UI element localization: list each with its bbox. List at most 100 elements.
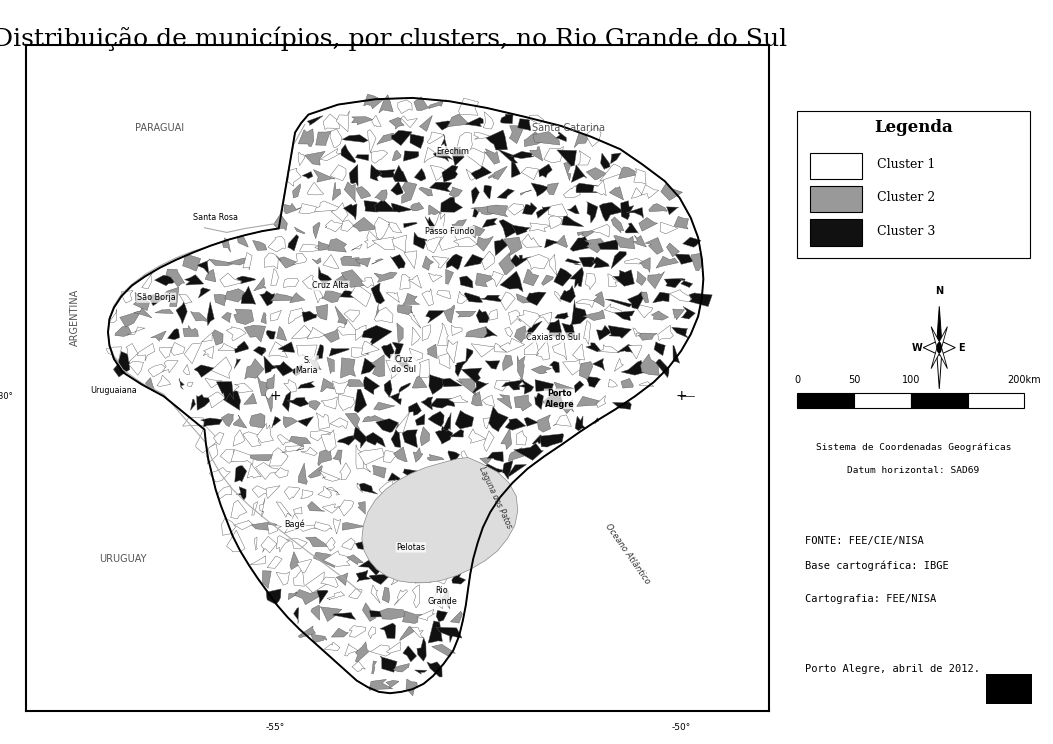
Polygon shape <box>270 448 289 466</box>
Polygon shape <box>682 237 701 247</box>
Polygon shape <box>403 469 418 478</box>
Polygon shape <box>452 573 465 584</box>
Polygon shape <box>617 344 635 353</box>
Polygon shape <box>430 398 455 408</box>
Polygon shape <box>363 376 380 394</box>
Polygon shape <box>579 362 593 379</box>
Polygon shape <box>255 537 257 550</box>
Polygon shape <box>497 189 515 199</box>
Polygon shape <box>430 589 442 609</box>
Polygon shape <box>396 412 410 432</box>
Polygon shape <box>438 481 461 496</box>
Polygon shape <box>385 360 402 379</box>
Polygon shape <box>501 380 524 390</box>
Polygon shape <box>333 519 341 534</box>
Polygon shape <box>465 486 480 500</box>
Polygon shape <box>108 309 117 323</box>
Polygon shape <box>577 150 591 165</box>
Polygon shape <box>456 379 476 395</box>
Polygon shape <box>508 464 526 476</box>
Polygon shape <box>295 227 305 234</box>
Polygon shape <box>639 382 654 386</box>
Polygon shape <box>362 325 392 345</box>
Polygon shape <box>489 166 508 179</box>
Polygon shape <box>137 344 155 361</box>
Polygon shape <box>660 222 678 234</box>
Polygon shape <box>441 589 450 609</box>
Polygon shape <box>319 470 340 481</box>
Polygon shape <box>624 258 643 264</box>
Polygon shape <box>410 134 424 149</box>
Polygon shape <box>442 165 458 182</box>
Polygon shape <box>157 375 171 386</box>
Polygon shape <box>446 535 464 548</box>
Polygon shape <box>549 204 568 217</box>
Polygon shape <box>411 202 423 211</box>
Polygon shape <box>335 306 347 324</box>
Polygon shape <box>115 327 132 336</box>
Text: 100: 100 <box>901 375 920 385</box>
Polygon shape <box>592 225 610 237</box>
Polygon shape <box>484 149 499 164</box>
Polygon shape <box>435 569 450 584</box>
Text: +: + <box>675 389 687 403</box>
Polygon shape <box>243 432 261 446</box>
Polygon shape <box>265 393 273 412</box>
Polygon shape <box>386 501 397 521</box>
Text: Datum horizontal: SAD69: Datum horizontal: SAD69 <box>848 466 979 475</box>
Polygon shape <box>323 114 339 129</box>
Polygon shape <box>641 185 658 199</box>
Polygon shape <box>374 272 397 282</box>
Polygon shape <box>400 626 415 641</box>
Polygon shape <box>222 312 232 322</box>
Polygon shape <box>403 646 417 662</box>
Polygon shape <box>484 327 497 338</box>
Polygon shape <box>333 450 342 464</box>
Polygon shape <box>224 289 246 302</box>
Polygon shape <box>587 202 598 223</box>
Polygon shape <box>330 348 350 356</box>
Polygon shape <box>574 132 588 147</box>
Polygon shape <box>449 395 469 403</box>
Polygon shape <box>358 558 383 575</box>
Polygon shape <box>543 391 563 408</box>
Polygon shape <box>305 537 327 547</box>
Polygon shape <box>432 644 456 657</box>
Polygon shape <box>522 202 537 215</box>
Polygon shape <box>433 150 453 161</box>
Polygon shape <box>147 295 164 306</box>
Polygon shape <box>451 612 462 623</box>
Polygon shape <box>592 257 610 268</box>
Polygon shape <box>593 180 607 196</box>
Polygon shape <box>326 591 344 600</box>
Polygon shape <box>536 206 552 218</box>
Polygon shape <box>480 458 491 464</box>
Polygon shape <box>638 333 657 340</box>
Polygon shape <box>483 417 492 429</box>
Polygon shape <box>460 276 473 288</box>
Polygon shape <box>234 309 254 324</box>
Polygon shape <box>532 434 544 444</box>
Polygon shape <box>556 235 568 248</box>
Polygon shape <box>397 359 414 369</box>
Polygon shape <box>499 219 516 237</box>
Polygon shape <box>498 150 518 163</box>
Polygon shape <box>410 517 424 533</box>
Polygon shape <box>512 225 530 235</box>
Polygon shape <box>383 450 398 463</box>
Polygon shape <box>649 204 668 211</box>
Polygon shape <box>416 574 436 583</box>
Polygon shape <box>458 519 472 527</box>
Polygon shape <box>454 237 477 247</box>
Bar <box>811 153 861 179</box>
Polygon shape <box>360 461 371 472</box>
Polygon shape <box>184 343 201 364</box>
Polygon shape <box>289 308 304 324</box>
Polygon shape <box>456 311 476 317</box>
Text: Pelotas: Pelotas <box>396 543 425 552</box>
Polygon shape <box>608 274 618 286</box>
Polygon shape <box>375 217 391 240</box>
Polygon shape <box>206 444 218 464</box>
Polygon shape <box>191 312 210 322</box>
Circle shape <box>937 343 941 353</box>
